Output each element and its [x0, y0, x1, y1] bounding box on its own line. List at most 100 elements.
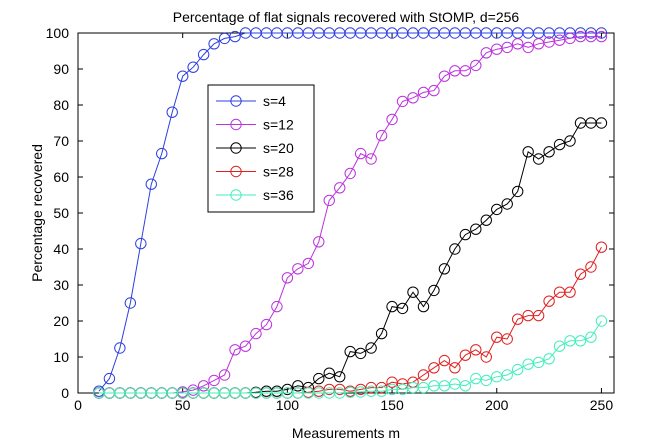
data-point: [522, 146, 534, 158]
data-point: [585, 261, 597, 273]
legend-marker-s=36: [230, 189, 242, 201]
data-point: [501, 41, 513, 54]
data-point: [197, 48, 210, 61]
data-point: [511, 313, 524, 325]
data-point: [511, 38, 524, 50]
legend-label-s=28: s=28: [263, 164, 294, 180]
data-point: [449, 243, 461, 255]
series-s=4: [93, 27, 608, 397]
data-point: [501, 369, 513, 381]
data-point: [135, 237, 147, 250]
data-point: [365, 153, 377, 165]
data-point: [334, 371, 346, 383]
data-point: [208, 38, 220, 50]
data-point: [344, 167, 356, 180]
data-point: [459, 65, 472, 77]
data-point: [574, 268, 587, 280]
data-point: [470, 223, 482, 235]
data-point: [501, 333, 513, 345]
data-point: [595, 27, 608, 39]
data-point: [438, 70, 451, 82]
data-point: [480, 47, 492, 59]
x-tick-label: 200: [485, 397, 509, 413]
data-point: [438, 263, 451, 275]
data-point: [491, 203, 503, 216]
data-point: [585, 331, 597, 343]
y-axis-label: Percentage recovered: [29, 144, 45, 282]
data-point: [229, 30, 241, 43]
data-point: [511, 363, 524, 376]
data-point: [553, 340, 566, 352]
data-point: [271, 300, 283, 313]
x-tick-label: 50: [175, 397, 191, 413]
data-point: [187, 61, 199, 73]
series-line: [98, 320, 602, 394]
data-point: [438, 354, 451, 367]
y-tick-label: 100: [46, 25, 70, 41]
data-point: [574, 335, 587, 347]
y-tick-label: 0: [61, 385, 69, 401]
x-axis-label: Measurements m: [292, 425, 400, 441]
data-point: [281, 272, 294, 284]
y-tick-label: 80: [53, 97, 69, 113]
legend-label-s=36: s=36: [263, 187, 294, 203]
data-point: [197, 380, 210, 392]
y-tick-label: 50: [53, 205, 69, 221]
data-point: [480, 351, 492, 363]
series-line: [98, 36, 602, 394]
plot-area-frame: [77, 32, 615, 394]
y-tick-label: 40: [53, 241, 69, 257]
data-point: [511, 185, 524, 198]
data-point: [396, 95, 409, 108]
data-point: [292, 263, 304, 275]
data-point: [145, 178, 157, 190]
series-s=12: [93, 30, 608, 399]
data-point: [239, 340, 252, 352]
legend-label-s=12: s=12: [263, 117, 294, 133]
data-point: [553, 138, 566, 151]
data-point: [176, 70, 189, 82]
data-point: [595, 117, 608, 129]
series-line: [98, 32, 602, 392]
data-point: [595, 30, 608, 43]
data-point: [543, 353, 555, 365]
series-s=20: [93, 117, 608, 399]
data-point: [323, 367, 335, 379]
x-tick-label: 150: [380, 397, 404, 413]
legend: s=4 s=12 s=20 s=28 s=36: [207, 84, 315, 213]
data-point: [166, 106, 178, 118]
series-s=28: [93, 241, 608, 399]
data-point: [218, 369, 231, 381]
y-tick-label: 70: [53, 133, 69, 149]
data-point: [407, 286, 419, 298]
legend-marker-s=28: [230, 165, 242, 178]
data-point: [480, 374, 492, 387]
data-point: [470, 59, 482, 72]
data-point: [480, 214, 492, 226]
data-point: [532, 356, 545, 369]
data-point: [386, 113, 398, 126]
data-point: [281, 383, 294, 396]
data-point: [260, 318, 273, 331]
data-point: [470, 344, 482, 356]
legend-marker-s=12: [230, 118, 242, 131]
series-s=36: [93, 315, 608, 399]
data-point: [564, 286, 576, 298]
data-point: [459, 228, 472, 241]
data-point: [114, 342, 126, 354]
data-point: [375, 129, 388, 142]
y-tick-label: 10: [53, 349, 69, 365]
data-point: [156, 147, 168, 160]
data-point: [103, 372, 116, 385]
y-tick-label: 60: [53, 169, 69, 185]
legend-label-s=20: s=20: [263, 140, 294, 156]
data-point: [208, 374, 220, 387]
data-point: [428, 362, 440, 374]
data-point: [375, 327, 388, 340]
data-point: [365, 342, 377, 354]
data-point: [313, 236, 325, 248]
data-point: [532, 309, 545, 322]
data-point: [459, 380, 472, 392]
